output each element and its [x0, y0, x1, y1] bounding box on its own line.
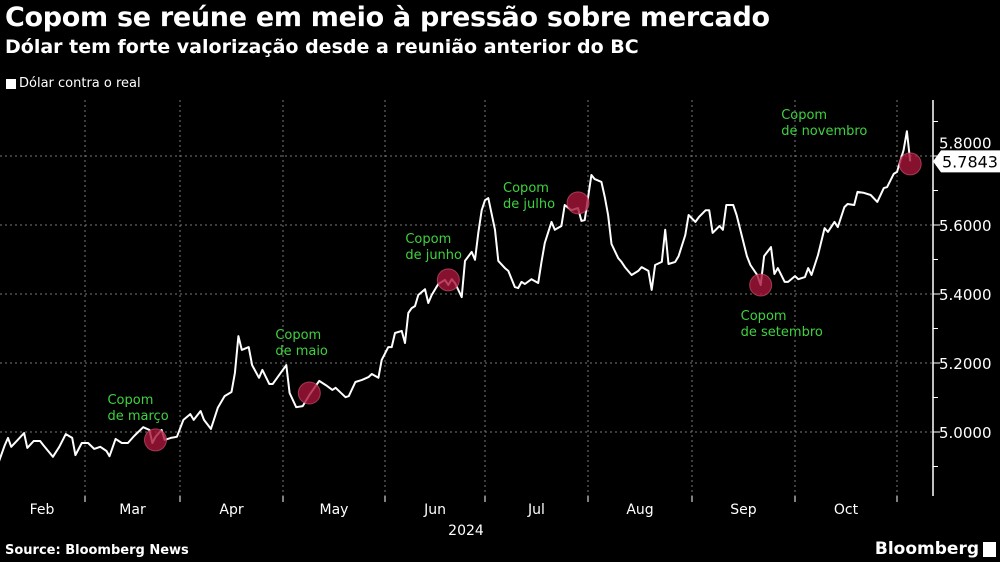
y-tick-label: 5.0000: [939, 424, 992, 442]
last-value-label: 5.7843: [942, 152, 998, 171]
x-tick-label: Sep: [730, 502, 757, 518]
copom-marker: [297, 381, 321, 405]
x-tick-label: Aug: [626, 502, 653, 518]
logo-text: Bloomberg: [874, 539, 979, 559]
chart-title: Copom se reúne em meio à pressão sobre m…: [5, 2, 770, 33]
annotation-label: Copom: [781, 108, 827, 123]
x-tick-label: Jul: [527, 502, 545, 518]
x-tick-label: Apr: [219, 502, 243, 518]
annotation-label: de novembro: [781, 124, 867, 139]
copom-marker: [898, 152, 922, 176]
annotation-label: Copom: [503, 181, 549, 196]
chart-subtitle: Dólar tem forte valorização desde a reun…: [5, 36, 639, 58]
annotation-label: de setembro: [741, 325, 823, 340]
y-tick-label: 5.2000: [939, 355, 992, 373]
x-year-label: 2024: [448, 523, 484, 539]
x-tick-label: Mar: [119, 502, 146, 518]
copom-marker: [436, 268, 460, 292]
annotation-label: Copom: [405, 232, 451, 247]
annotation-label: de julho: [503, 197, 555, 212]
annotation-label: Copom: [741, 309, 787, 324]
copom-marker: [566, 191, 590, 215]
legend-label: Dólar contra o real: [19, 76, 141, 91]
y-tick-label: 5.4000: [939, 286, 992, 304]
logo-icon: [983, 541, 996, 557]
x-tick-label: Oct: [834, 502, 859, 518]
annotation-label: Copom: [275, 328, 321, 343]
bloomberg-logo: Bloomberg: [875, 539, 996, 559]
copom-marker: [143, 428, 167, 452]
legend: Dólar contra o real: [6, 76, 141, 91]
x-tick-label: May: [320, 502, 349, 518]
x-tick-label: Jun: [423, 502, 446, 518]
source-note: Source: Bloomberg News: [5, 543, 189, 558]
annotation-label: Copom: [107, 393, 153, 408]
legend-swatch: [6, 78, 16, 89]
copom-marker: [749, 273, 773, 297]
last-value-callout: [933, 150, 1000, 173]
y-tick-label: 5.6000: [939, 217, 992, 235]
x-tick-label: Feb: [30, 502, 55, 518]
y-tick-label: 5.8000: [939, 134, 992, 152]
annotation-label: de junho: [405, 248, 462, 263]
annotation-label: de março: [107, 409, 168, 424]
annotation-label: de maio: [275, 344, 328, 359]
